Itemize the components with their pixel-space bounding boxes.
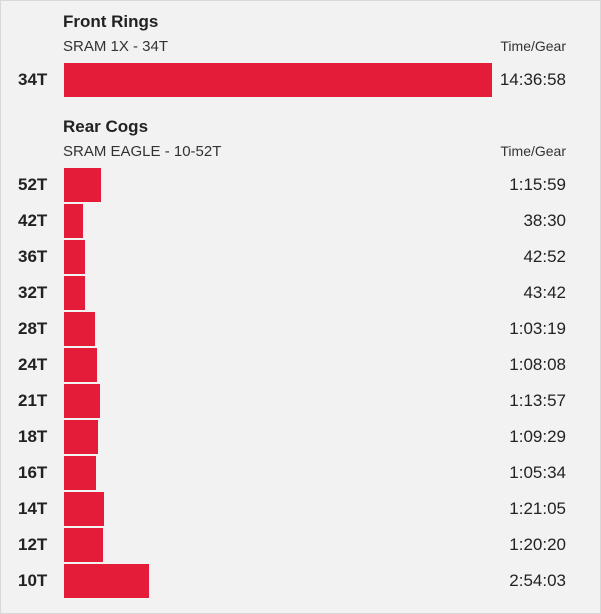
rear-time-label: 38:30 — [523, 211, 566, 230]
rear-time-label: 1:03:19 — [509, 319, 566, 338]
rear-gear-bar — [64, 312, 95, 346]
rear-gear-bar — [64, 276, 85, 310]
rear-gear-label: 14T — [18, 499, 48, 518]
rear-gear-label: 12T — [18, 535, 48, 554]
front-rings-subtitle: SRAM 1X - 34T — [63, 38, 169, 55]
rear-gear-label: 24T — [18, 355, 48, 374]
rear-gear-bar — [64, 348, 97, 382]
rear-gear-label: 28T — [18, 319, 48, 338]
rear-gear-label: 10T — [18, 571, 48, 590]
rear-time-label: 43:42 — [523, 283, 566, 302]
rear-gear-label: 36T — [18, 247, 48, 266]
rear-time-label: 1:08:08 — [509, 355, 566, 374]
rear-gear-label: 52T — [18, 175, 48, 194]
rear-gear-label: 18T — [18, 427, 48, 446]
rear-gear-bar — [64, 492, 104, 526]
front-rings-title: Front Rings — [63, 12, 159, 31]
rear-gear-bar — [64, 456, 96, 490]
rear-time-label: 1:20:20 — [509, 535, 566, 554]
rear-gear-bar — [64, 204, 83, 238]
rear-gear-bar — [64, 168, 101, 202]
rear-gear-bar — [64, 564, 149, 598]
rear-cogs-title: Rear Cogs — [63, 117, 149, 136]
rear-gear-label: 32T — [18, 283, 48, 302]
rear-time-label: 1:21:05 — [509, 499, 566, 518]
front-time-gear-header: Time/Gear — [500, 38, 566, 54]
rear-gear-bar — [64, 240, 85, 274]
rear-gear-bar — [64, 384, 100, 418]
rear-cogs-subtitle: SRAM EAGLE - 10-52T — [63, 143, 222, 160]
rear-gear-bar — [64, 528, 103, 562]
front-gear-bar — [64, 63, 492, 97]
rear-gear-label: 21T — [18, 391, 48, 410]
rear-gear-bar — [64, 420, 98, 454]
rear-time-label: 1:05:34 — [509, 463, 566, 482]
rear-time-gear-header: Time/Gear — [500, 143, 566, 159]
rear-time-label: 1:15:59 — [509, 175, 566, 194]
rear-time-label: 1:13:57 — [509, 391, 566, 410]
front-time-label: 14:36:58 — [499, 70, 566, 89]
rear-time-label: 2:54:03 — [509, 571, 566, 590]
front-gear-label: 34T — [18, 70, 48, 89]
rear-gear-label: 42T — [18, 211, 48, 230]
rear-time-label: 42:52 — [523, 247, 566, 266]
rear-time-label: 1:09:29 — [509, 427, 566, 446]
rear-gear-label: 16T — [18, 463, 48, 482]
